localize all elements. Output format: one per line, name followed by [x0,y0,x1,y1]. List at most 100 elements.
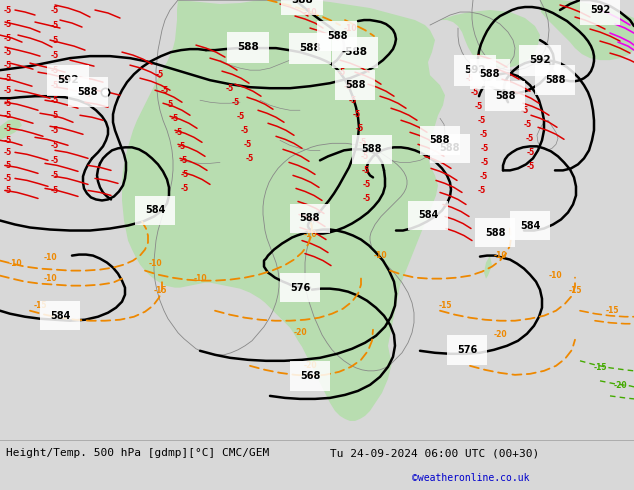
Text: 588: 588 [237,42,259,52]
Text: -20: -20 [493,330,507,339]
Text: -5: -5 [171,114,179,123]
Text: -5: -5 [4,186,12,195]
Text: -10: -10 [43,253,57,262]
Text: -5: -5 [4,61,12,70]
Text: -5: -5 [338,68,346,76]
Text: 588: 588 [299,43,321,53]
Text: -10: -10 [343,24,357,32]
Polygon shape [340,356,380,391]
Text: -5: -5 [356,124,364,133]
Text: -5: -5 [51,156,59,165]
Text: -5: -5 [471,88,479,97]
Text: -5: -5 [244,140,252,149]
Text: -5: -5 [353,110,361,119]
Text: -20: -20 [613,381,627,391]
Text: -5: -5 [226,84,234,93]
Text: 588: 588 [345,80,365,90]
Text: -10: -10 [43,274,57,283]
Text: -5: -5 [363,194,371,203]
Text: Tu 24-09-2024 06:00 UTC (00+30): Tu 24-09-2024 06:00 UTC (00+30) [330,448,539,458]
Text: 588: 588 [430,135,450,146]
Text: 588: 588 [362,145,382,154]
Text: -5: -5 [241,126,249,135]
Text: -15: -15 [153,286,167,295]
Text: -5: -5 [475,102,483,111]
Text: -5: -5 [181,184,189,193]
Text: -10: -10 [303,230,317,239]
Text: -5: -5 [4,74,12,83]
Text: -15: -15 [568,286,582,295]
Text: -5: -5 [178,142,186,151]
Text: -5: -5 [480,172,488,181]
Text: -10: -10 [548,271,562,280]
Text: 584: 584 [50,311,70,321]
Text: 592: 592 [464,65,486,75]
Text: -5: -5 [4,34,12,43]
Text: -5: -5 [526,134,534,143]
Text: -10: -10 [303,7,317,17]
Text: -5: -5 [51,21,59,29]
Text: -588: -588 [342,47,368,57]
Text: 588: 588 [485,227,505,238]
Text: -5: -5 [51,81,59,90]
Text: -20: -20 [303,361,317,370]
Text: -15: -15 [593,363,607,372]
Text: -5: -5 [51,186,59,195]
Text: -5: -5 [51,141,59,150]
Text: 588: 588 [327,31,347,41]
Text: -5: -5 [4,174,12,183]
Text: 576: 576 [457,345,477,355]
Text: 588: 588 [495,91,515,101]
Text: -5: -5 [4,124,12,133]
Text: -10: -10 [8,259,22,268]
Text: -5: -5 [4,136,12,145]
Text: -5: -5 [361,152,369,161]
Text: -10: -10 [493,251,507,260]
Text: -20: -20 [293,328,307,337]
Text: -5: -5 [521,106,529,115]
Text: -5: -5 [232,98,240,107]
Text: -5: -5 [4,20,12,28]
Text: -5: -5 [4,48,12,57]
Text: 568: 568 [300,371,320,381]
Text: -5: -5 [349,96,357,105]
Polygon shape [0,118,22,140]
Text: -5: -5 [246,154,254,163]
Text: -5: -5 [51,50,59,60]
Polygon shape [540,0,634,60]
Text: 588: 588 [78,87,98,97]
Text: -5: -5 [51,36,59,45]
Text: -5: -5 [344,82,352,91]
Text: -15: -15 [438,301,452,310]
Text: -5: -5 [4,148,12,157]
Text: -5: -5 [237,112,245,121]
Text: -5: -5 [478,186,486,195]
Text: -5: -5 [466,74,474,83]
Text: -5: -5 [175,128,183,137]
Text: -5: -5 [481,158,489,167]
Text: -10: -10 [193,274,207,283]
Text: 588: 588 [291,0,313,5]
Text: -5: -5 [4,98,12,108]
Text: -5: -5 [51,96,59,105]
Text: 584: 584 [520,220,540,230]
Text: 588: 588 [480,69,500,79]
Text: -5: -5 [51,66,59,74]
Text: -5: -5 [527,162,535,171]
Text: -5: -5 [51,5,59,15]
Text: 584: 584 [418,211,438,220]
Text: 584: 584 [145,205,165,216]
Text: -10: -10 [373,251,387,260]
Text: -5: -5 [51,126,59,135]
Text: -5: -5 [4,5,12,15]
Text: -5: -5 [181,170,189,179]
Text: -5: -5 [527,148,535,157]
Text: -5: -5 [480,130,488,139]
Text: 592: 592 [57,75,79,85]
Text: Height/Temp. 500 hPa [gdmp][°C] CMC/GEM: Height/Temp. 500 hPa [gdmp][°C] CMC/GEM [6,448,269,458]
Text: 588: 588 [300,214,320,223]
Polygon shape [484,256,492,279]
Text: -5: -5 [481,144,489,153]
Text: -5: -5 [478,116,486,125]
Text: -5: -5 [4,161,12,170]
